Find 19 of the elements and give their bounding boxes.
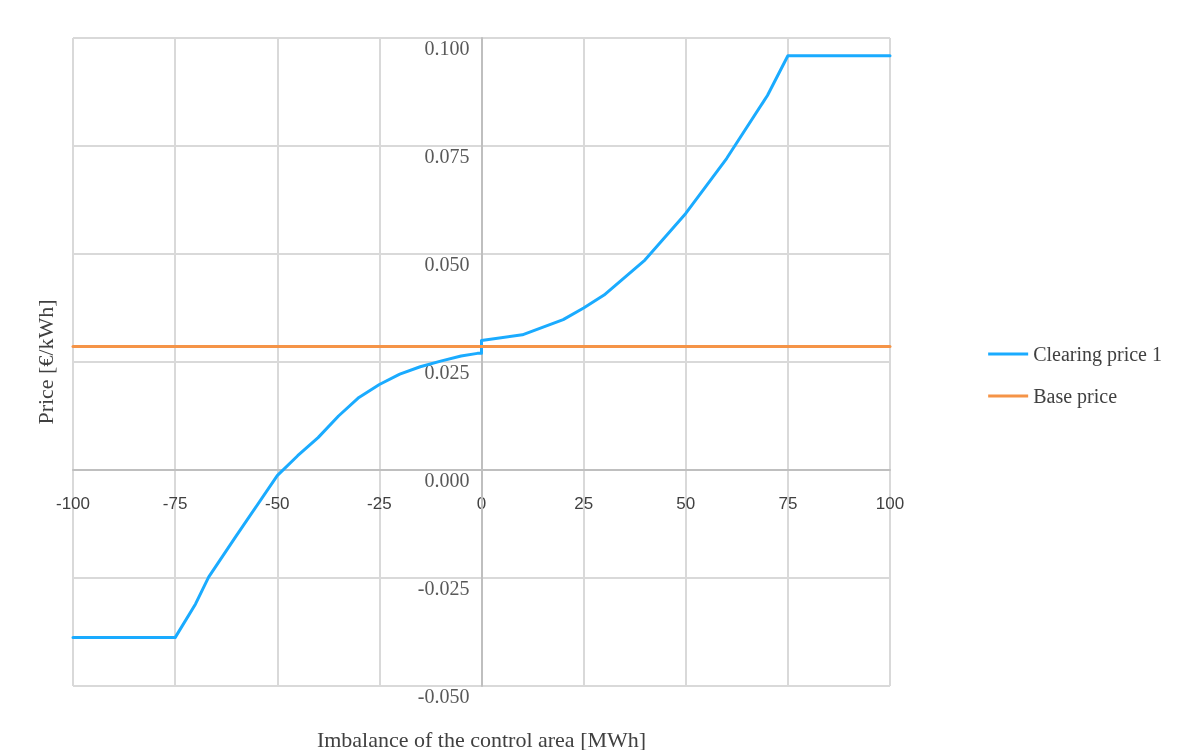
x-tick-label: -75 [162, 493, 188, 513]
x-tick-label: 100 [875, 493, 905, 513]
x-tick-label: -25 [367, 493, 392, 513]
x-tick-label: 25 [574, 493, 594, 513]
legend-label: Base price [1033, 385, 1118, 408]
y-tick-label: -0.025 [417, 577, 470, 599]
x-tick-label: -100 [55, 493, 91, 513]
y-tick-label: 0.100 [424, 37, 470, 59]
x-tick-label: 50 [676, 493, 696, 513]
y-tick-label: 0.075 [424, 145, 470, 167]
y-tick-label: -0.050 [417, 685, 470, 707]
x-tick-label: 75 [778, 493, 798, 513]
legend-label: Clearing price 1 [1033, 343, 1163, 366]
y-tick-label: 0.025 [424, 361, 470, 383]
y-tick-label: 0.000 [424, 469, 470, 491]
y-axis-title: Price [€/kWh] [33, 299, 58, 425]
x-tick-label: -50 [264, 493, 290, 513]
x-axis-title: Imbalance of the control area [MWh] [316, 726, 647, 750]
y-tick-label: 0.050 [424, 253, 470, 275]
